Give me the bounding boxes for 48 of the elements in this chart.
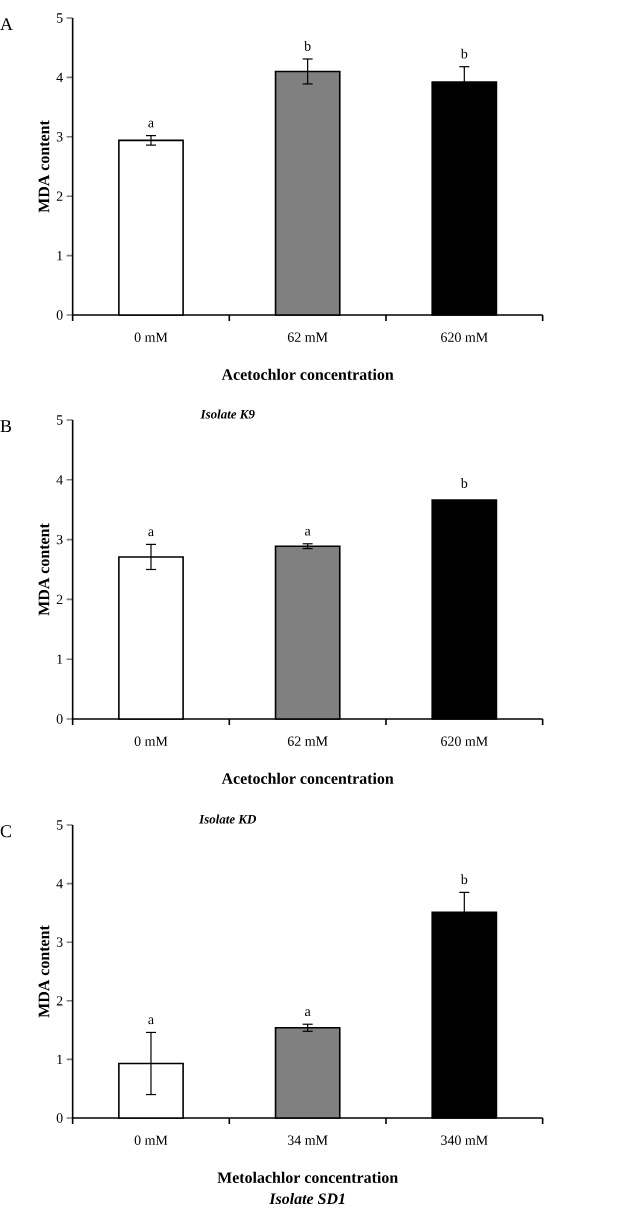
annotation: b	[460, 48, 468, 59]
y-tick-label: 4	[56, 72, 63, 82]
y-tick-label: 5	[56, 415, 63, 425]
annotation: b	[460, 478, 468, 488]
x-tick-label: 620 mM	[441, 332, 488, 342]
y-tick-label: 2	[56, 996, 63, 1006]
annotation: a	[305, 1009, 311, 1017]
x-axis-title: Acetochlor concentration	[221, 368, 394, 380]
x-tick-label: 62 mM	[287, 332, 328, 342]
chart-title: Isolate KD	[199, 814, 257, 824]
y-axis-title: MDA content	[38, 523, 50, 616]
x-tick-label: 62 mM	[287, 736, 328, 746]
annotation: a	[305, 528, 311, 536]
x-tick-label: 0 mM	[134, 332, 168, 342]
text: Isolate SD1	[269, 1192, 345, 1205]
x-tick-label: 0 mM	[134, 1135, 168, 1145]
annotation: a	[148, 1017, 154, 1025]
y-tick-label: 3	[56, 937, 63, 947]
y-axis-title: MDA content	[38, 925, 50, 1018]
text: A	[0, 18, 13, 31]
text: B	[0, 420, 12, 432]
y-axis-title: MDA content	[38, 120, 50, 213]
chart-title: Isolate K9	[200, 409, 255, 419]
x-tick-label: 0 mM	[134, 736, 168, 746]
y-tick-label: 0	[56, 1113, 63, 1123]
y-tick-label: 3	[56, 132, 63, 142]
y-tick-label: 3	[56, 534, 63, 545]
annotation: b	[304, 40, 311, 51]
x-axis-title: Metolachlor concentration	[217, 1171, 398, 1183]
annotation: b	[460, 874, 468, 885]
y-tick-label: 5	[56, 820, 63, 830]
y-tick-label: 4	[56, 879, 63, 889]
annotation: a	[148, 529, 154, 537]
y-tick-label: 1	[57, 654, 63, 664]
text: C	[0, 825, 11, 838]
y-tick-label: 2	[56, 191, 63, 201]
y-tick-label: 0	[56, 714, 63, 724]
y-tick-label: 1	[57, 250, 63, 261]
x-tick-label: 620 mM	[441, 736, 488, 746]
x-tick-label: 340 mM	[441, 1135, 488, 1145]
x-axis-title: Acetochlor concentration	[221, 772, 394, 784]
y-tick-label: 4	[56, 475, 63, 485]
y-tick-label: 0	[56, 310, 63, 320]
y-tick-label: 1	[57, 1054, 63, 1064]
annotation: a	[148, 120, 154, 128]
y-tick-label: 5	[56, 13, 63, 23]
y-tick-label: 2	[56, 594, 63, 605]
x-tick-label: 34 mM	[287, 1135, 328, 1145]
